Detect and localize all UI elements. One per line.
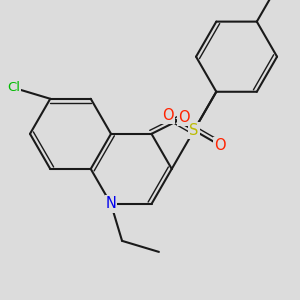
Text: S: S	[189, 123, 199, 138]
Text: O: O	[178, 110, 190, 125]
Text: N: N	[106, 196, 116, 211]
Text: O: O	[214, 138, 226, 153]
Text: Cl: Cl	[7, 81, 20, 94]
Text: O: O	[162, 108, 173, 123]
